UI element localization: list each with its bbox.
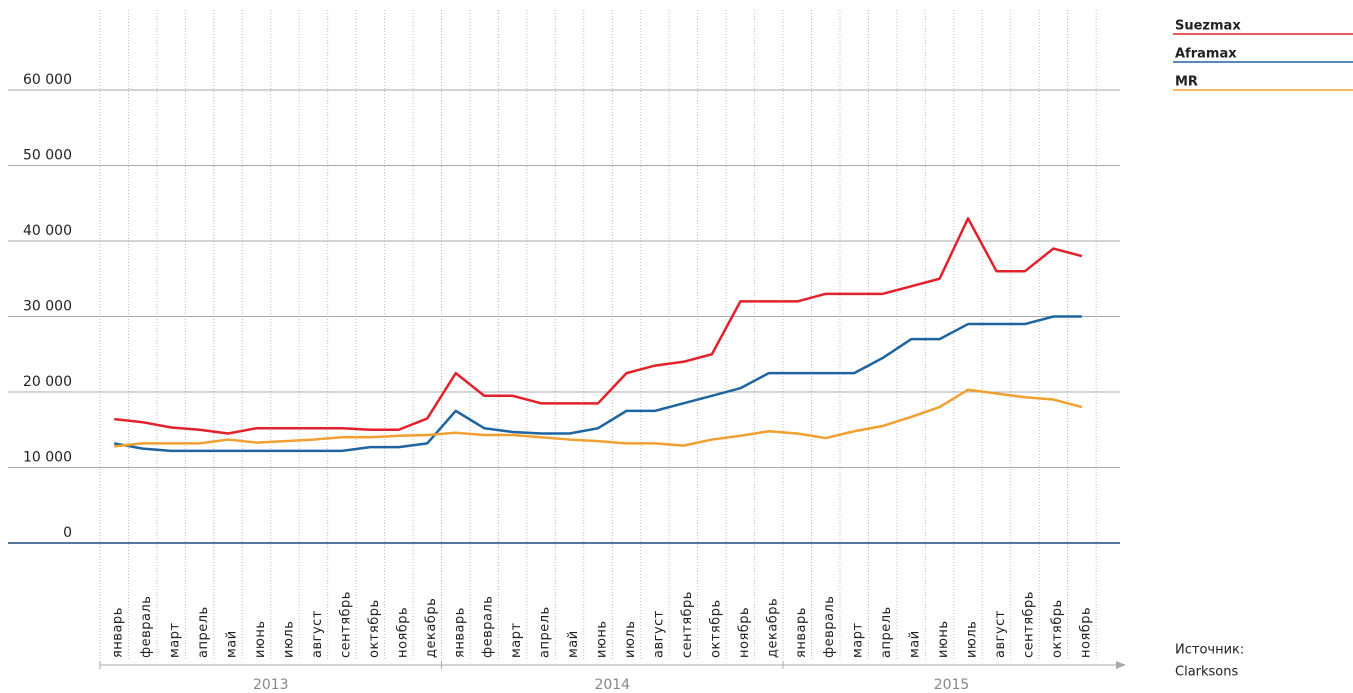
x-tick-label: сентябрь — [338, 591, 353, 658]
x-tick-label: октябрь — [367, 599, 382, 658]
x-tick-label: ноябрь — [737, 607, 752, 658]
source-name: Clarksons — [1175, 665, 1238, 680]
x-tick-label: май — [908, 630, 923, 658]
x-tick-label: март — [168, 622, 183, 658]
y-tick-label: 10 000 — [23, 450, 72, 466]
x-tick-label: октябрь — [1050, 599, 1065, 658]
x-tick-label: июнь — [253, 620, 268, 658]
x-tick-label: декабрь — [424, 598, 439, 658]
x-tick-label: июль — [623, 621, 638, 658]
x-tick-label: март — [851, 622, 866, 658]
x-tick-label: май — [566, 630, 581, 658]
series-line — [114, 217, 1083, 435]
x-tick-label: июнь — [936, 620, 951, 658]
y-tick-label: 60 000 — [23, 72, 72, 88]
year-label: 2013 — [253, 677, 289, 693]
x-tick-label: июль — [281, 621, 296, 658]
x-tick-label: апрель — [879, 606, 894, 658]
x-tick-label: ноябрь — [1078, 607, 1093, 658]
x-tick-label: декабрь — [765, 598, 780, 658]
x-tick-label: март — [509, 622, 524, 658]
y-tick-label: 40 000 — [23, 223, 72, 239]
source-label: Источник: — [1175, 643, 1244, 658]
y-tick-label: 50 000 — [23, 148, 72, 164]
legend-label: MR — [1175, 75, 1198, 90]
x-tick-label: февраль — [139, 596, 154, 658]
x-tick-label: сентябрь — [1021, 591, 1036, 658]
y-tick-label: 0 — [63, 525, 72, 541]
x-tick-label: январь — [452, 607, 467, 658]
x-tick-label: август — [310, 610, 325, 658]
x-tick-label: сентябрь — [680, 591, 695, 658]
y-tick-label: 30 000 — [23, 299, 72, 315]
x-tick-label: февраль — [481, 596, 496, 658]
x-tick-label: январь — [111, 607, 126, 658]
x-tick-label: июнь — [595, 620, 610, 658]
year-label: 2015 — [934, 677, 970, 693]
x-tick-label: ноябрь — [395, 607, 410, 658]
y-tick-label: 20 000 — [23, 374, 72, 390]
x-tick-label: февраль — [822, 596, 837, 658]
x-tick-label: январь — [794, 607, 809, 658]
x-tick-label: май — [225, 630, 240, 658]
x-tick-label: июль — [965, 621, 980, 658]
series-line — [114, 315, 1082, 453]
legend-label: Suezmax — [1175, 19, 1241, 34]
x-tick-label: август — [651, 610, 666, 658]
x-tick-label: август — [993, 610, 1008, 658]
legend-label: Aframax — [1175, 47, 1237, 62]
series-line — [114, 388, 1083, 448]
x-tick-label: апрель — [538, 606, 553, 658]
year-label: 2014 — [594, 677, 630, 693]
x-tick-label: апрель — [196, 606, 211, 658]
x-tick-label: октябрь — [708, 599, 723, 658]
